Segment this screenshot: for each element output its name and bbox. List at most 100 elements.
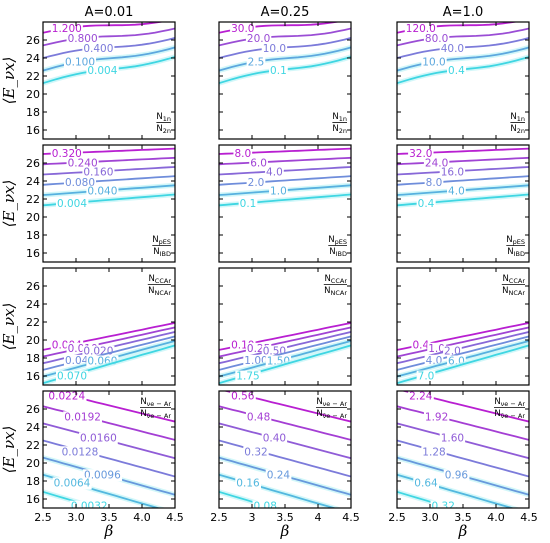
y-axis-label-4: ⟨E_νx⟩ [0,426,18,474]
contour-line-2 [219,156,351,166]
contour-line-7 [219,490,277,508]
contour-label-bg [86,65,119,78]
contour-level-label: 0.16 [236,477,260,489]
contour-label-bg [235,370,261,383]
contour-line-3 [397,331,529,365]
contour-lines: 2.24 1.92 1.60 1.280.96 0.64 0.32 [397,391,529,508]
contour-label-bg [79,432,118,445]
ratio-numerator: Nνe − Ar [140,397,171,408]
y-tick-label: 26 [26,157,40,170]
contour-label-bg [60,446,100,459]
ratio-denominator: NNCAr [502,286,525,297]
ratio-denominator: NNCAr [324,286,347,297]
contour-label-bg [63,411,102,424]
y-tick-label: 18 [26,352,40,365]
contour-line-2 [219,405,351,441]
y-tick-label: 24 [26,175,40,188]
ratio-denominator: NIBD [507,247,525,258]
y-tick-label: 18 [26,475,40,488]
contour-label-bg [83,469,123,482]
x-axis-label-2: β [280,522,290,540]
contour-lines: 8.06.04.02.0 1.0 0.1 [219,147,351,211]
contour-label-bg [235,477,262,490]
contour-level-label: 8.0 [234,148,251,160]
contour-level-label: 0.800 [68,33,98,45]
x-tick-label: 3.0 [67,511,85,524]
contour-line-2 [397,27,529,47]
contour-label-bg [447,65,467,78]
axis-labels: β β β ⟨E_νx⟩ ⟨E_νx⟩ ⟨E_νx⟩ ⟨E_νx⟩ [0,57,468,540]
y-axis-label-1: ⟨E_νx⟩ [0,57,18,105]
y-tick-label: 22 [26,193,40,206]
contour-label-bg [50,147,83,160]
contour-level-label: 1.200 [52,23,82,35]
x-tick-label: 2.5 [34,511,52,524]
contour-label-bg [423,157,450,170]
contour-label-bg [421,56,447,69]
x-tick-label: 2.5 [210,511,228,524]
contour-level-label: 4.0 [448,186,465,198]
panel-r4-c3: 2.24 1.92 1.60 1.280.96 0.64 0.32 2.5 3.0 3.5 4.0… [388,390,538,524]
x-tick-label: 3 [249,511,256,524]
y-tick-label: 22 [26,439,40,452]
contour-level-label: 0.48 [247,411,270,423]
contour-level-label: 0.4 [448,65,465,77]
contour-level-label: 24.0 [425,157,448,169]
contour-label-bg [82,345,115,358]
contour-level-label: 1.92 [425,411,448,423]
ratio-numerator: NpES [506,235,525,246]
ratio-denominator: N2n [156,124,171,135]
contour-label-bg [424,177,444,190]
ratio-numerator: N1n [156,112,171,123]
contour-level-label: 0.0224 [48,391,85,403]
contour-label-bg [269,65,288,78]
contour-label-bg [245,411,272,424]
contour-level-label: 0.64 [414,477,438,489]
contour-label-bg [66,157,99,170]
contour-line-4 [397,175,529,186]
contour-level-label: 0.0192 [64,411,101,423]
contour-line-4 [219,439,351,478]
contour-label-bg [443,469,470,482]
y-tick-label: 18 [26,106,40,119]
contour-line-2 [43,156,175,166]
ratio-denominator: Nν̄e − Ar [316,409,347,420]
y-tick-label: 26 [26,280,40,293]
y-tick-label: 16 [26,247,40,260]
x-tick-label: 4.0 [133,511,151,524]
contour-lines: 0.56 0.48 0.40 0.320.24 0.16 0.08 [219,391,351,513]
y-tick-label: 26 [26,34,40,47]
x-tick-label: 4 [315,511,322,524]
contour-level-label: 0.070 [57,371,87,383]
contour-label-bg [423,32,450,45]
contour-level-label: 0.160 [83,167,113,179]
ratio-denominator: Nν̄e − Ar [494,409,525,420]
contour-label-bg [439,166,466,179]
ratio-numerator: N1n [332,112,347,123]
contour-level-label: 2.5 [248,56,265,68]
contour-level-label: 0.08 [254,501,277,513]
contour-level-label: 0.40 [263,432,286,444]
x-tick-label: 3.5 [276,511,294,524]
y-tick-label: 24 [26,52,40,65]
ratio-numerator: NCCAr [148,274,171,285]
contour-line-7 [43,490,101,508]
contour-level-label: 0.0160 [80,432,117,444]
contour-label-bg [269,185,288,198]
y-tick-label: 24 [26,298,40,311]
ratio-numerator: NCCAr [502,274,525,285]
contour-label-bg [265,469,292,482]
ratio-numerator: N1n [510,112,525,123]
panel-r4-c2: 0.56 0.48 0.40 0.320.24 0.16 0.08 2.5 3 3.5 4 4.5 N… [210,390,360,524]
